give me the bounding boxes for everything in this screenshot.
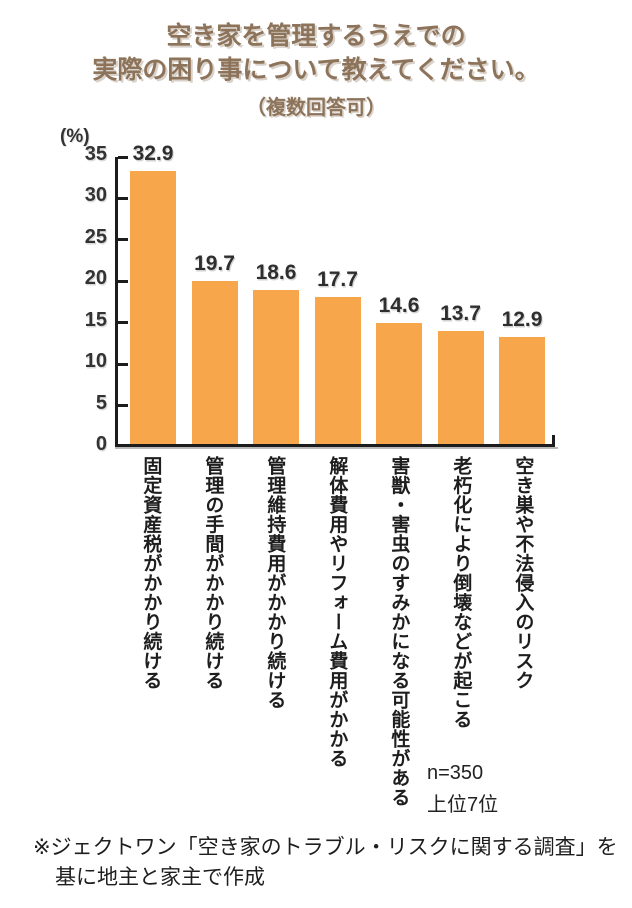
category-slot-3: 管理維持費用がかかり続ける: [251, 456, 297, 710]
bar-slot-6: 13.7: [437, 157, 484, 444]
x-axis-endcap-tick: [552, 435, 555, 444]
category-label-4: 解体費用やリフォーム費用がかかる: [326, 456, 348, 768]
y-axis-tick-5: [118, 404, 128, 408]
category-label-2: 管理の手間がかかり続ける: [202, 456, 224, 690]
chart-title-line2: 実際の困り事について教えてください。: [92, 55, 540, 84]
y-axis-label-20: 20: [84, 267, 107, 290]
y-axis-label-15: 15: [84, 308, 107, 331]
bar-7: [499, 337, 545, 444]
source-note: ※ジェクトワン「空き家のトラブル・リスクに関する調査」を 基に地主と家主で作成: [33, 833, 618, 894]
rank-note-label: 上位7位: [427, 794, 499, 816]
bar-slot-1: 32.9: [130, 142, 176, 444]
bar-value-label-7: 12.9: [501, 308, 543, 332]
bar-value-label-1: 32.9: [132, 142, 174, 166]
category-label-3: 管理維持費用がかかり続ける: [264, 456, 286, 710]
category-labels: 固定資産税がかかり続ける 管理の手間がかかり続ける 管理維持費用がかかり続ける 解体費…: [115, 456, 555, 807]
y-axis-unit-label: (%): [60, 126, 90, 147]
sample-annotation: n=350 上位7位: [427, 757, 498, 821]
y-axis-tick-10: [118, 362, 128, 366]
bars-container: 32.9 19.7 18.6 17.7 14.6 13.7 12.9: [118, 142, 555, 444]
sample-size-label: n=350: [427, 762, 484, 784]
bar-2: [191, 280, 238, 444]
bar-slot-7: 12.9: [499, 157, 545, 444]
bar-5: [376, 323, 422, 444]
category-label-1: 固定資産税がかかり続ける: [140, 456, 162, 690]
x-axis-shadow: [115, 447, 558, 449]
y-axis-tick-35: [118, 155, 128, 159]
chart-title-line1: 空き家を管理するうえでの: [166, 22, 466, 50]
y-axis-label-5: 5: [95, 391, 107, 414]
chart-title-line3: （複数回答可）: [246, 96, 386, 119]
category-slot-7: 空き巣や不法侵入のリスク: [499, 456, 545, 690]
category-slot-5: 害獣・害虫のすみかになる可能性がある: [375, 456, 421, 807]
y-axis-label-10: 10: [84, 350, 107, 373]
bar-6: [437, 330, 484, 444]
bar-1: [130, 171, 176, 444]
y-axis-tick-15: [118, 321, 128, 325]
chart-title: 空き家を管理するうえでの 実際の困り事について教えてください。 （複数回答可）: [0, 20, 632, 120]
bar-value-label-6: 13.7: [440, 301, 481, 325]
y-axis-tick-30: [118, 196, 128, 200]
y-axis-tick-25: [118, 238, 128, 242]
category-label-7: 空き巣や不法侵入のリスク: [512, 456, 534, 690]
y-axis-label-0: 0: [95, 433, 107, 455]
bar-4: [314, 297, 361, 444]
y-axis-label-30: 30: [84, 184, 107, 207]
y-axis-label-25: 25: [84, 225, 107, 248]
bar-value-label-3: 18.6: [255, 260, 297, 284]
plot-area: 32.9 19.7 18.6 17.7 14.6 13.7 12.9 0 5 10 15 20 25 3…: [85, 142, 558, 455]
bar-slot-4: 17.7: [314, 157, 361, 444]
source-note-line2: 基に地主と家主で作成: [55, 866, 265, 890]
category-slot-1: 固定資産税がかかり続ける: [127, 456, 173, 690]
bar-value-label-2: 19.7: [194, 251, 235, 275]
y-axis-tick-20: [118, 279, 128, 283]
category-slot-2: 管理の手間がかかり続ける: [189, 456, 235, 690]
bar-3: [253, 289, 299, 444]
bar-value-label-4: 17.7: [317, 268, 358, 292]
category-slot-6: 老朽化により倒壊などが起こる: [437, 456, 483, 729]
bar-slot-3: 18.6: [253, 157, 299, 444]
category-label-5: 害獣・害虫のすみかになる可能性がある: [388, 456, 410, 807]
category-slot-4: 解体費用やリフォーム費用がかかる: [313, 456, 359, 768]
bar-value-label-5: 14.6: [378, 294, 420, 318]
bar-slot-2: 19.7: [191, 157, 238, 444]
y-axis-label-35: 35: [84, 143, 107, 165]
source-note-line1: ※ジェクトワン「空き家のトラブル・リスクに関する調査」を: [33, 836, 618, 859]
category-label-6: 老朽化により倒壊などが起こる: [450, 456, 472, 729]
bar-slot-5: 14.6: [376, 157, 422, 444]
